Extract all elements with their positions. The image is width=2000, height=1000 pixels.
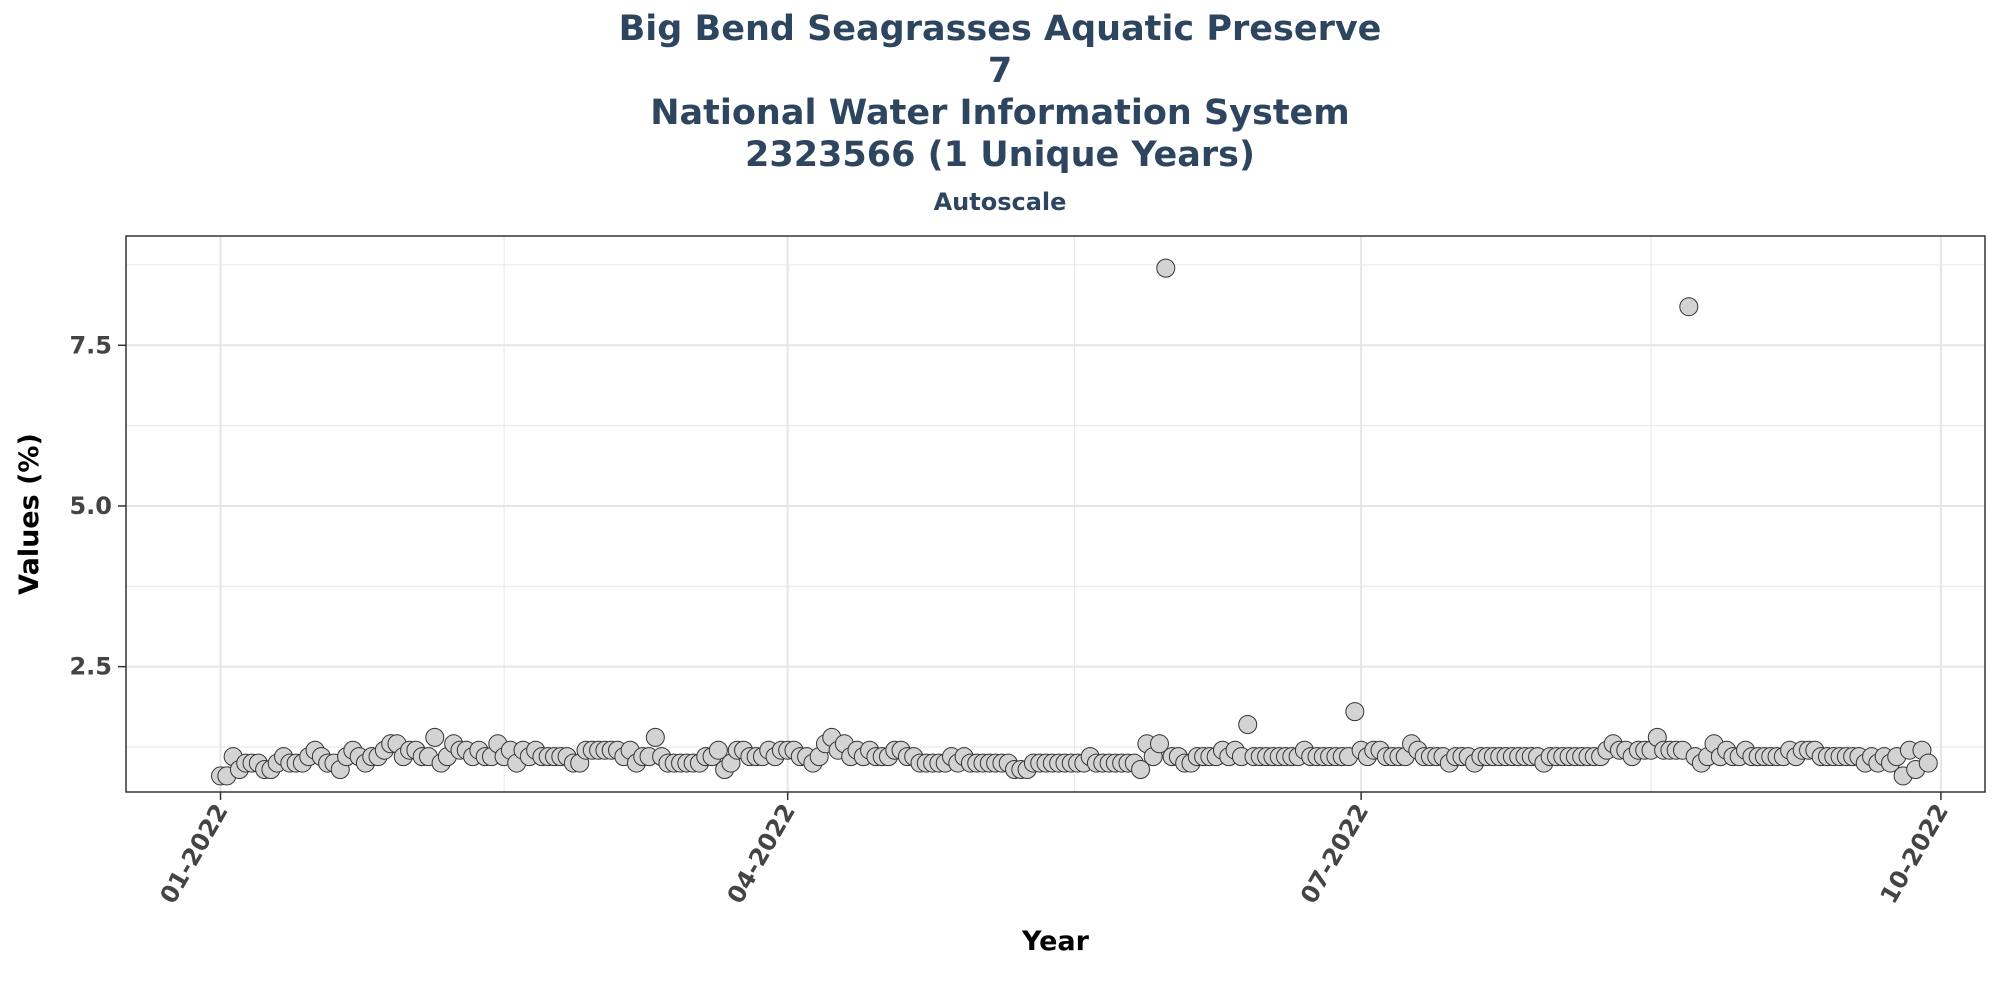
data-point: [1149, 734, 1169, 754]
x-tick-label: 07-2022: [1295, 799, 1374, 908]
chart-titles: Big Bend Seagrasses Aquatic Preserve 7 N…: [0, 8, 2000, 216]
data-points: [211, 258, 1938, 786]
chart-subtitle: Autoscale: [933, 188, 1067, 216]
data-point: [708, 740, 728, 760]
grid-lines: [126, 236, 1985, 792]
data-point: [1238, 715, 1258, 735]
data-point: [1131, 760, 1151, 780]
y-tick-label: 5.0: [69, 492, 112, 520]
data-point: [1156, 258, 1176, 278]
x-tick-label: 04-2022: [722, 799, 801, 908]
chart-title-line-1: Big Bend Seagrasses Aquatic Preserve: [618, 9, 1382, 49]
chart-title-line-3: National Water Information System: [650, 93, 1350, 133]
data-point: [1345, 702, 1365, 722]
data-point: [425, 727, 445, 747]
axes: 2.5 5.0 7.5 01-2022 04-2022 07-2022 10-2022: [69, 331, 1954, 908]
data-point: [1679, 297, 1699, 317]
y-axis-label: Values (%): [14, 433, 45, 595]
plot-panel-border: [125, 235, 1986, 793]
x-tick-label: 01-2022: [154, 799, 233, 908]
chart-title-line-4: 2323566 (1 Unique Years): [745, 135, 1255, 175]
x-tick-label: 10-2022: [1875, 799, 1954, 908]
y-tick-label: 2.5: [69, 653, 112, 681]
data-point: [1918, 753, 1938, 773]
y-tick-label: 7.5: [69, 331, 112, 359]
chart-title-line-2: 7: [987, 51, 1013, 91]
x-axis-label: Year: [1021, 926, 1090, 957]
data-point: [645, 727, 665, 747]
